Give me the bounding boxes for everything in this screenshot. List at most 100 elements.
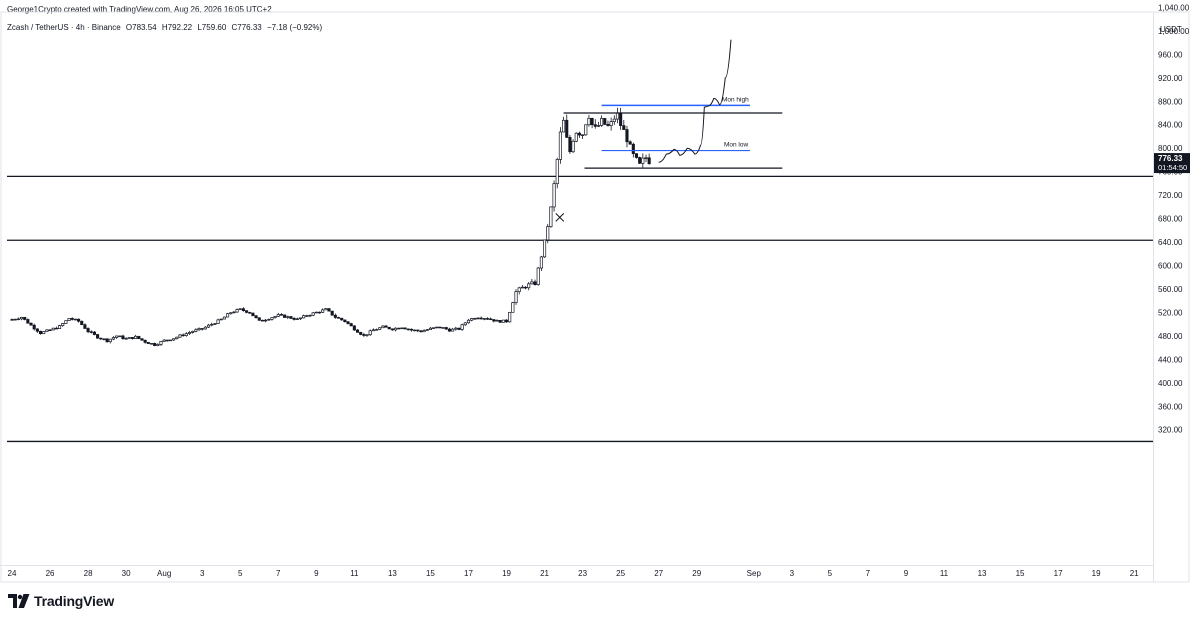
price-tick-label: 1,040.00 [1158,3,1190,12]
candle-body [16,318,20,321]
candle [127,337,131,339]
candle-body [48,329,52,332]
candle [38,330,43,335]
candle [447,327,452,332]
candlestick-series [10,107,651,347]
time-tick-label: Aug [157,569,171,578]
candle-body [137,335,141,339]
candle-body [546,226,550,241]
candle-body [355,329,360,333]
price-axis[interactable]: 320.00 360.00 400.00 440.00 480.00 520.00 560.… [1158,0,1190,435]
candle-body [54,327,58,330]
candle-body [394,327,398,331]
ohlc-low: L759.60 [197,23,227,32]
time-tick-label: 13 [388,569,397,578]
candle [333,313,337,319]
last-price-value: 776.33 [1158,154,1183,163]
candle [241,307,245,312]
candle-body [441,327,445,329]
candle-body [165,339,169,342]
candle-body [375,329,379,331]
candle-body [273,315,277,319]
candle-body [470,318,474,321]
candle-body [466,319,471,324]
candle-body [92,331,96,335]
candle [565,114,569,139]
candle [413,329,417,332]
candle-body [298,317,303,320]
candle-body [210,323,214,326]
candle-body [286,316,290,318]
tradingview-logo[interactable]: TradingView [8,593,114,609]
candle-body [609,121,613,126]
candle-body [115,335,119,338]
candle-body [153,343,157,346]
candle-body [229,312,233,315]
candle-body [482,318,486,320]
candle [184,332,188,337]
candle [270,317,274,321]
price-tick-label: 400.00 [1158,379,1183,388]
candle-body [187,332,192,334]
candle-body [99,337,103,340]
price-tick-label: 1,000.00 [1158,27,1190,36]
candle [162,339,166,342]
candle [340,317,344,321]
candle [549,206,553,228]
candle [644,154,648,162]
candle-body [143,339,147,343]
candle [523,286,528,290]
price-tick-label: 880.00 [1158,97,1183,106]
candle [248,311,252,314]
candle-body [438,326,442,329]
candle [51,327,55,331]
candle [57,324,62,330]
candle [181,333,185,337]
candle-body [222,316,226,320]
candle-body [57,325,62,330]
time-axis[interactable]: 24 26 28 30 Aug 3 5 7 9 11 13 15 17 19 21 23 25 27 29 Sep 3 5… [8,569,1140,578]
candle-body [619,112,623,126]
time-tick-label: 17 [1054,569,1063,578]
candle [143,339,147,344]
candle [260,319,264,322]
candle [562,116,566,133]
time-tick-label: 24 [8,569,17,578]
candle [156,343,160,347]
drawings-layer [555,39,783,222]
candle-body [343,319,347,323]
candle-body [527,283,531,289]
candle [102,338,106,341]
candle-body [549,206,553,227]
candle-body [38,330,43,335]
candle [641,153,645,168]
candle [479,316,483,320]
candle [485,317,490,320]
candle-body [508,311,512,323]
candle-body [555,159,559,185]
candle [568,134,572,154]
candle [593,119,597,129]
price-tick-label: 600.00 [1158,262,1183,271]
candle-body [457,327,461,330]
candle [197,327,201,332]
price-tick-label: 920.00 [1158,74,1183,83]
candle-body [447,328,452,332]
time-tick-label: 5 [828,569,833,578]
candle [571,139,575,154]
candle [435,326,439,329]
candle [19,316,24,321]
candle-body [35,328,39,332]
candle-body [539,256,543,269]
candle-body [489,318,493,321]
candle [54,326,58,330]
candle [330,310,334,316]
candle [168,339,173,342]
candle-body [197,328,201,331]
candle [451,327,455,332]
candle [235,308,239,313]
candle [454,326,458,331]
candle-body [279,314,284,316]
candle-body [511,302,515,313]
